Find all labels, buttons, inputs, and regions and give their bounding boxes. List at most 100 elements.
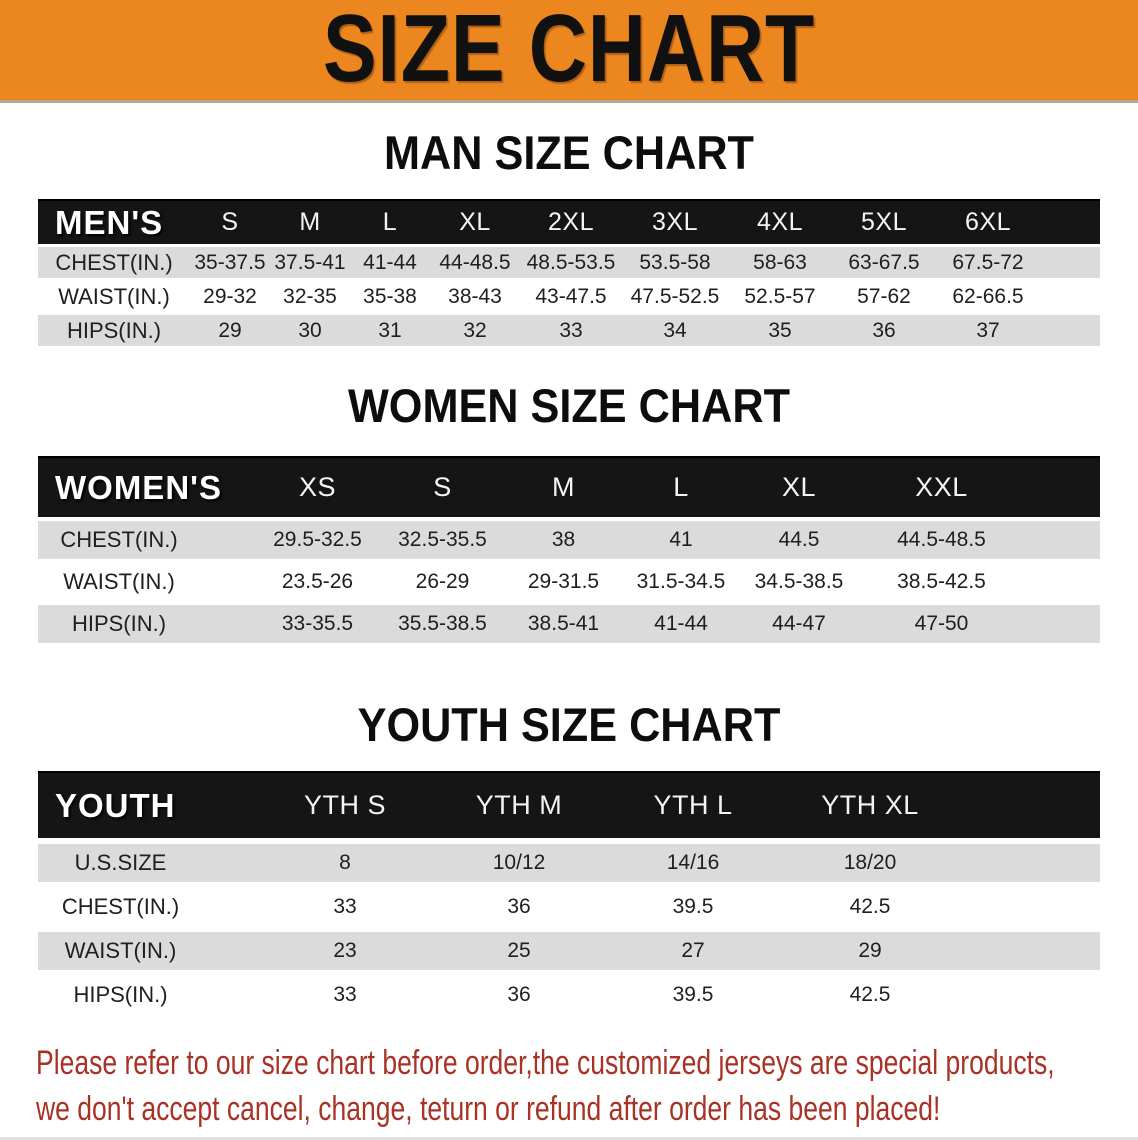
men-value-r0-c8: 67.5-72 bbox=[952, 250, 1024, 274]
youth-measure-row-2: WAIST(IN.) 23 25 27 29 bbox=[38, 932, 1100, 970]
men-column-header-8: 6XL bbox=[965, 208, 1011, 236]
men-row-spacer bbox=[1040, 296, 1100, 297]
youth-value-r0-c1: 10/12 bbox=[492, 851, 546, 874]
notice-line-2: we don't accept cancel, change, teturn o… bbox=[36, 1090, 941, 1128]
youth-value-r3-c3: 42.5 bbox=[849, 983, 891, 1006]
men-value-r0-c1: 37.5-41 bbox=[274, 250, 346, 274]
women-measure-row-2: HIPS(IN.) 33-35.5 35.5-38.5 38.5-41 41-44 44-… bbox=[38, 605, 1100, 643]
page-title: SIZE CHART bbox=[322, 0, 816, 102]
youth-value-r1-c3: 42.5 bbox=[849, 895, 891, 918]
youth-value-r0-c0: 8 bbox=[339, 851, 351, 874]
youth-size-section: YOUTH SIZE CHART YOUTH YTH S YTH M YTH L YTH … bbox=[0, 701, 1138, 1014]
women-measure-row-1: WAIST(IN.) 23.5-26 26-29 29-31.5 31.5-34.5 34… bbox=[38, 563, 1100, 601]
youth-row-spacer bbox=[960, 951, 1100, 952]
youth-value-r0-c2: 14/16 bbox=[666, 851, 720, 874]
youth-value-r3-c1: 36 bbox=[507, 983, 531, 1006]
youth-size-table: YOUTH YTH S YTH M YTH L YTH XL U.S.SIZE 8 10/12… bbox=[38, 771, 1100, 1014]
footer-notice: Please refer to our size chart before or… bbox=[36, 1040, 1138, 1132]
women-column-header-2: M bbox=[552, 472, 575, 502]
youth-value-r2-c0: 23 bbox=[333, 939, 357, 962]
men-value-r1-c5: 47.5-52.5 bbox=[630, 284, 720, 308]
women-value-r0-c0: 29.5-32.5 bbox=[273, 528, 362, 551]
men-value-r0-c4: 48.5-53.5 bbox=[526, 250, 616, 274]
women-value-r0-c5: 44.5-48.5 bbox=[897, 528, 986, 551]
youth-value-r1-c2: 39.5 bbox=[672, 895, 714, 918]
men-value-r2-c4: 33 bbox=[559, 318, 583, 342]
youth-row-spacer bbox=[960, 863, 1100, 864]
women-row-spacer bbox=[1025, 624, 1100, 625]
men-row-spacer bbox=[1040, 262, 1100, 263]
women-row-label-0: CHEST(IN.) bbox=[60, 527, 178, 552]
men-row-label-0: CHEST(IN.) bbox=[55, 249, 173, 275]
youth-section-heading: YOUTH SIZE CHART bbox=[357, 698, 781, 751]
women-value-r1-c0: 23.5-26 bbox=[281, 570, 354, 593]
women-column-header-4: XL bbox=[781, 472, 817, 502]
notice-line-1: Please refer to our size chart before or… bbox=[36, 1044, 1055, 1082]
youth-value-r3-c0: 33 bbox=[333, 983, 357, 1006]
men-section-heading: MAN SIZE CHART bbox=[384, 126, 754, 179]
women-row-spacer bbox=[1025, 582, 1100, 583]
women-value-r2-c4: 44-47 bbox=[772, 612, 826, 635]
men-measure-row-1: WAIST(IN.) 29-32 32-35 35-38 38-43 43-47.5 47.… bbox=[38, 281, 1100, 312]
women-value-r0-c3: 41 bbox=[669, 528, 693, 551]
men-table-header-bar: MEN'S S M L XL 2XL 3XL 4XL 5XL 6XL bbox=[38, 199, 1100, 244]
youth-row-spacer bbox=[960, 995, 1100, 996]
women-row-label-1: WAIST(IN.) bbox=[63, 569, 175, 594]
men-row-label-2: HIPS(IN.) bbox=[66, 317, 162, 343]
men-value-r1-c2: 35-38 bbox=[363, 284, 417, 308]
women-value-r1-c4: 34.5-38.5 bbox=[754, 570, 844, 593]
men-column-header-4: 2XL bbox=[548, 208, 594, 236]
women-table-header-label: WOMEN'S bbox=[55, 468, 223, 506]
women-value-r2-c3: 41-44 bbox=[654, 612, 708, 635]
women-value-r1-c3: 31.5-34.5 bbox=[636, 570, 726, 593]
youth-column-header-2: YTH L bbox=[653, 790, 733, 820]
women-row-spacer bbox=[1025, 540, 1100, 541]
women-value-r1-c1: 26-29 bbox=[415, 570, 470, 593]
men-size-section: MAN SIZE CHART MEN'S S M L XL 2XL 3XL 4XL 5XL 6XL C… bbox=[0, 129, 1138, 346]
men-value-r1-c1: 32-35 bbox=[283, 284, 337, 308]
men-value-r0-c2: 41-44 bbox=[363, 250, 417, 274]
men-value-r1-c3: 38-43 bbox=[448, 284, 502, 308]
men-value-r0-c5: 53.5-58 bbox=[639, 250, 711, 274]
women-value-r1-c5: 38.5-42.5 bbox=[897, 570, 986, 593]
youth-value-r1-c1: 36 bbox=[507, 895, 531, 918]
youth-measure-row-3: HIPS(IN.) 33 36 39.5 42.5 bbox=[38, 976, 1100, 1014]
youth-table-header-bar: YOUTH YTH S YTH M YTH L YTH XL bbox=[38, 771, 1100, 838]
men-header-spacer bbox=[1040, 222, 1100, 223]
men-measure-row-2: HIPS(IN.) 29 30 31 32 33 34 35 36 37 bbox=[38, 315, 1100, 346]
youth-value-r2-c1: 25 bbox=[507, 939, 531, 962]
women-column-header-0: XS bbox=[298, 472, 337, 502]
women-section-heading: WOMEN SIZE CHART bbox=[347, 379, 790, 432]
women-table-header-bar: WOMEN'S XS S M L XL XXL bbox=[38, 456, 1100, 517]
men-column-header-2: L bbox=[382, 208, 398, 236]
men-value-r1-c8: 62-66.5 bbox=[952, 284, 1024, 308]
banner: SIZE CHART bbox=[0, 0, 1138, 103]
men-value-r1-c0: 29-32 bbox=[203, 284, 257, 308]
women-value-r2-c2: 38.5-41 bbox=[527, 612, 600, 635]
men-column-header-7: 5XL bbox=[861, 208, 907, 236]
women-size-table: WOMEN'S XS S M L XL XXL CHEST(IN.) 29.5-32.5 32.5… bbox=[38, 456, 1100, 643]
men-column-header-6: 4XL bbox=[757, 208, 803, 236]
youth-value-r1-c0: 33 bbox=[333, 895, 357, 918]
men-value-r1-c6: 52.5-57 bbox=[744, 284, 816, 308]
women-column-header-1: S bbox=[433, 472, 452, 502]
men-row-label-1: WAIST(IN.) bbox=[58, 283, 170, 309]
men-value-r2-c3: 32 bbox=[463, 318, 487, 342]
youth-row-spacer bbox=[960, 907, 1100, 908]
youth-row-label-3: HIPS(IN.) bbox=[73, 982, 168, 1007]
women-measure-row-0: CHEST(IN.) 29.5-32.5 32.5-35.5 38 41 44.5 44.5… bbox=[38, 521, 1100, 559]
men-value-r2-c8: 37 bbox=[976, 318, 1000, 342]
women-header-spacer bbox=[1025, 487, 1100, 488]
men-value-r2-c2: 31 bbox=[378, 318, 402, 342]
men-column-header-0: S bbox=[221, 208, 239, 236]
youth-measure-row-0: U.S.SIZE 8 10/12 14/16 18/20 bbox=[38, 844, 1100, 882]
men-value-r2-c0: 29 bbox=[218, 318, 242, 342]
women-size-section: WOMEN SIZE CHART WOMEN'S XS S M L XL XXL CHEST(I… bbox=[0, 382, 1138, 643]
women-value-r0-c1: 32.5-35.5 bbox=[398, 528, 487, 551]
men-value-r2-c5: 34 bbox=[663, 318, 687, 342]
men-column-header-1: M bbox=[299, 208, 321, 236]
women-value-r0-c2: 38 bbox=[551, 528, 576, 551]
women-row-label-2: HIPS(IN.) bbox=[71, 611, 167, 636]
men-value-r2-c1: 30 bbox=[298, 318, 322, 342]
